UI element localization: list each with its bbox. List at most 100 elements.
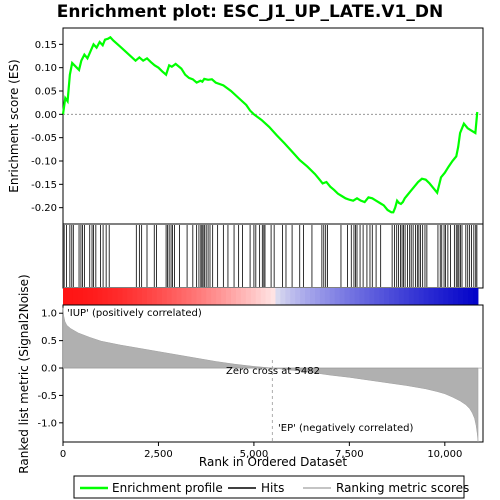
colorbar-segment-36: [241, 288, 246, 305]
legend: Enrichment profile Hits Ranking metric s…: [74, 476, 469, 498]
colorbar-segment-66: [389, 288, 394, 305]
es-tick-label-4: -0.05: [31, 133, 57, 144]
colorbar-segment-16: [142, 288, 147, 305]
colorbar-segment-65: [384, 288, 389, 305]
colorbar-segment-2: [73, 288, 78, 305]
colorbar-segment-67: [394, 288, 399, 305]
colorbar-segment-19: [157, 288, 162, 305]
colorbar-segment-49: [305, 288, 310, 305]
colorbar-segment-71: [414, 288, 419, 305]
colorbar-segment-48: [300, 288, 305, 305]
chart-title: Enrichment plot: ESC_J1_UP_LATE.V1_DN: [57, 2, 443, 22]
x-tick-label-0: 0: [60, 449, 66, 460]
colorbar-segment-1: [68, 288, 73, 305]
rank-colorbar: [63, 288, 478, 305]
es-tick-label-3: 0.00: [35, 110, 57, 121]
colorbar-segment-24: [182, 288, 187, 305]
metric-tick-label-1: 0.5: [41, 336, 57, 347]
colorbar-segment-40: [261, 288, 266, 305]
colorbar-segment-42: [271, 288, 276, 305]
colorbar-segment-35: [236, 288, 241, 305]
colorbar-segment-55: [335, 288, 340, 305]
es-axis-label: Enrichment score (ES): [7, 59, 21, 192]
colorbar-segment-68: [399, 288, 404, 305]
x-axis-label: Rank in Ordered Dataset: [199, 455, 347, 469]
zero-cross-label: Zero cross at 5482: [226, 366, 320, 377]
colorbar-segment-78: [448, 288, 453, 305]
colorbar-segment-59: [355, 288, 360, 305]
es-tick-label-2: 0.05: [35, 87, 57, 98]
x-tick-label-4: 10,000: [427, 449, 462, 460]
negative-correlated-label: 'EP' (negatively correlated): [278, 423, 413, 434]
colorbar-segment-77: [443, 288, 448, 305]
colorbar-segment-20: [162, 288, 167, 305]
es-tick-label-1: 0.10: [35, 63, 57, 74]
colorbar-segment-26: [191, 288, 196, 305]
colorbar-segment-30: [211, 288, 216, 305]
colorbar-segment-52: [320, 288, 325, 305]
colorbar-segment-34: [231, 288, 236, 305]
colorbar-segment-76: [439, 288, 444, 305]
colorbar-segment-23: [177, 288, 182, 305]
colorbar-segment-17: [147, 288, 152, 305]
colorbar-segment-33: [226, 288, 231, 305]
colorbar-segment-4: [83, 288, 88, 305]
colorbar-segment-60: [359, 288, 364, 305]
colorbar-segment-81: [463, 288, 468, 305]
colorbar-segment-56: [340, 288, 345, 305]
colorbar-segment-41: [266, 288, 271, 305]
positive-correlated-label: 'IUP' (positively correlated): [67, 308, 202, 319]
colorbar-segment-13: [127, 288, 132, 305]
es-tick-label-6: -0.15: [31, 180, 57, 191]
colorbar-segment-43: [275, 288, 280, 305]
colorbar-segment-25: [187, 288, 192, 305]
colorbar-segment-12: [122, 288, 127, 305]
colorbar-segment-32: [221, 288, 226, 305]
colorbar-segment-74: [429, 288, 434, 305]
colorbar-segment-44: [280, 288, 285, 305]
colorbar-segment-15: [137, 288, 142, 305]
colorbar-segment-29: [206, 288, 211, 305]
colorbar-segment-62: [369, 288, 374, 305]
legend-label-hits: Hits: [261, 481, 284, 495]
colorbar-segment-70: [409, 288, 414, 305]
es-panel: [63, 28, 483, 224]
colorbar-segment-9: [107, 288, 112, 305]
colorbar-segment-80: [458, 288, 463, 305]
colorbar-segment-31: [216, 288, 221, 305]
colorbar-segment-83: [473, 288, 478, 305]
colorbar-segment-27: [196, 288, 201, 305]
colorbar-segment-73: [424, 288, 429, 305]
colorbar-segment-61: [364, 288, 369, 305]
colorbar-segment-53: [325, 288, 330, 305]
colorbar-segment-22: [172, 288, 177, 305]
colorbar-segment-72: [419, 288, 424, 305]
colorbar-segment-0: [63, 288, 68, 305]
x-tick-label-1: 2,500: [144, 449, 173, 460]
colorbar-segment-10: [112, 288, 117, 305]
colorbar-segment-82: [468, 288, 473, 305]
colorbar-segment-11: [117, 288, 122, 305]
colorbar-segment-5: [88, 288, 93, 305]
colorbar-segment-18: [152, 288, 157, 305]
metric-tick-label-0: 1.0: [41, 309, 57, 320]
colorbar-segment-14: [132, 288, 137, 305]
colorbar-segment-45: [285, 288, 290, 305]
colorbar-segment-3: [78, 288, 83, 305]
colorbar-segment-46: [290, 288, 295, 305]
colorbar-segment-58: [350, 288, 355, 305]
colorbar-segment-47: [295, 288, 300, 305]
colorbar-segment-6: [93, 288, 98, 305]
colorbar-segment-28: [201, 288, 206, 305]
colorbar-segment-57: [345, 288, 350, 305]
es-tick-label-0: 0.15: [35, 40, 57, 51]
es-tick-label-5: -0.10: [31, 157, 57, 168]
metric-tick-label-3: -0.5: [37, 391, 57, 402]
legend-label-enrichment: Enrichment profile: [112, 481, 223, 495]
colorbar-segment-54: [330, 288, 335, 305]
metric-tick-label-2: 0.0: [41, 364, 57, 375]
colorbar-segment-38: [251, 288, 256, 305]
colorbar-segment-64: [379, 288, 384, 305]
legend-label-metric: Ranking metric scores: [336, 481, 469, 495]
